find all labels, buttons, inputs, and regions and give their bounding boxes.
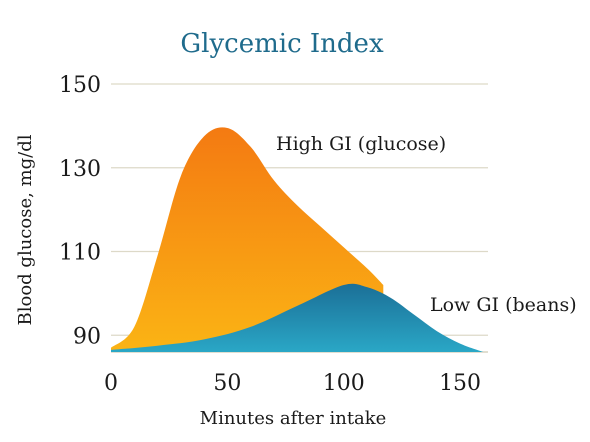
y-tick-labels: 90 110 130 150 [59, 73, 101, 349]
x-tick-label-50: 50 [213, 371, 241, 396]
x-tick-labels: 0 50 100 150 [104, 371, 481, 396]
series-label-high-gi: High GI (glucose) [276, 133, 446, 155]
x-axis-label: Minutes after intake [200, 408, 387, 429]
y-tick-label-110: 110 [59, 241, 101, 266]
y-axis-label: Blood glucose, mg/dl [15, 134, 36, 325]
y-tick-label-90: 90 [73, 324, 101, 349]
chart-title: Glycemic Index [180, 29, 384, 59]
y-tick-label-130: 130 [59, 157, 101, 182]
series-label-low-gi: Low GI (beans) [430, 294, 577, 316]
x-tick-label-0: 0 [104, 371, 118, 396]
x-tick-label-150: 150 [439, 371, 481, 396]
x-tick-label-100: 100 [323, 371, 365, 396]
y-tick-label-150: 150 [59, 73, 101, 98]
area-low-gi [111, 283, 484, 352]
area-high-gi [111, 127, 384, 353]
series-areas [111, 127, 484, 353]
